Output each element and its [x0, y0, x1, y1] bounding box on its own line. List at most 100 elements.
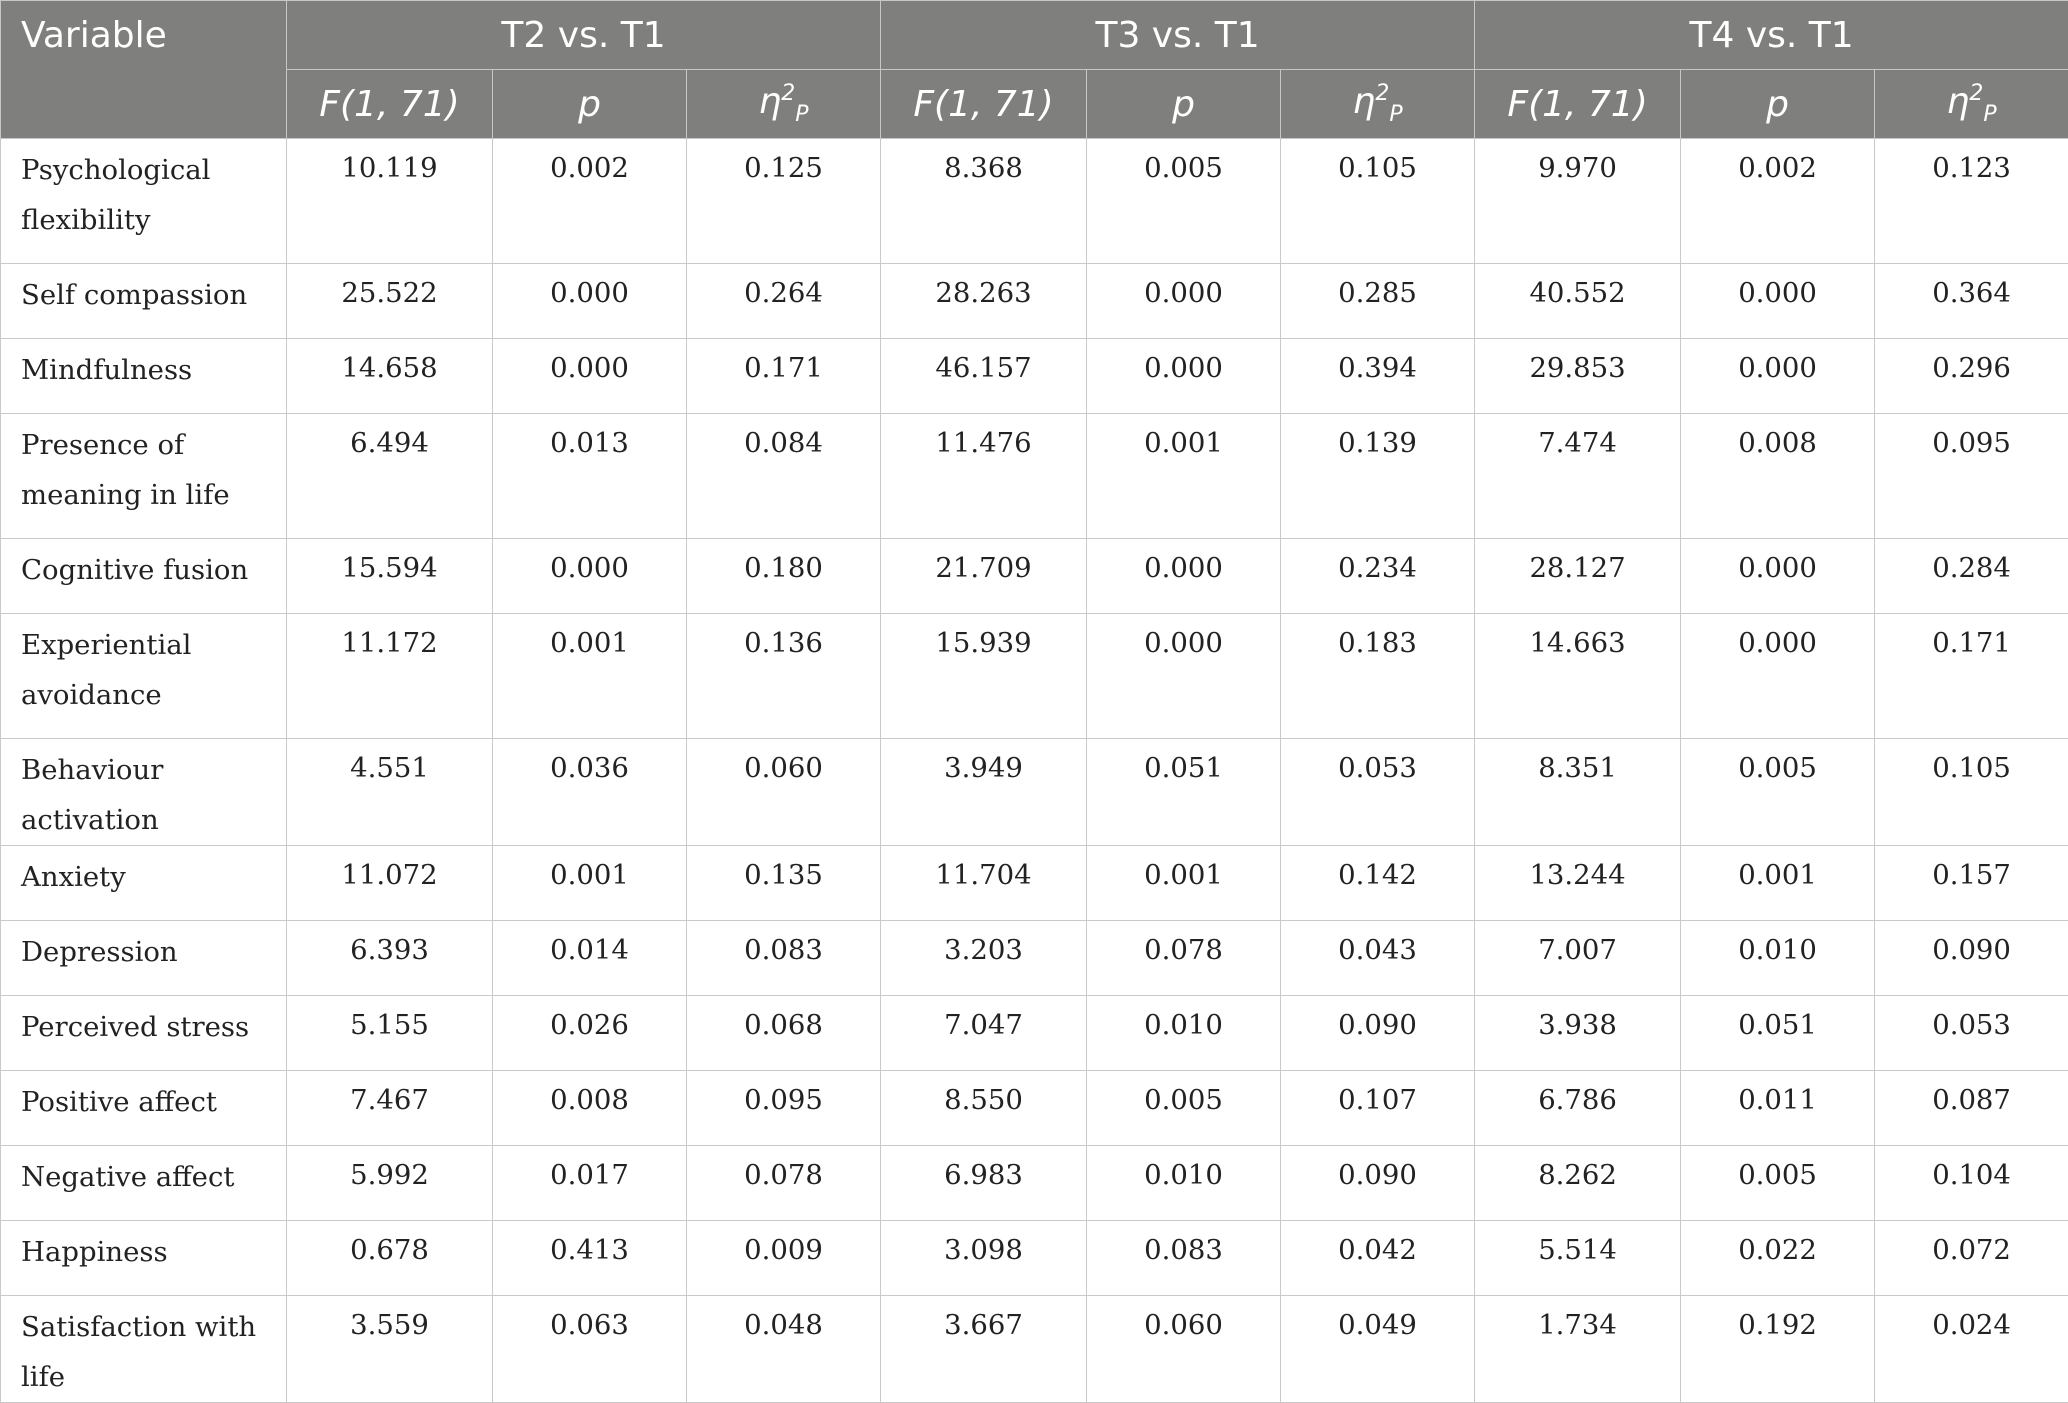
value-cell-p-t4: 0.010 [1681, 921, 1875, 996]
value-cell-eta-t3: 0.053 [1281, 739, 1475, 846]
value-cell-f-t4: 8.262 [1475, 1146, 1681, 1221]
value-cell-f-t2: 10.119 [287, 139, 493, 264]
value-cell-f-t3: 8.550 [881, 1071, 1087, 1146]
eta-superscript: 2 [781, 81, 795, 106]
value-cell-f-t4: 28.127 [1475, 539, 1681, 614]
value-cell-p-t4: 0.022 [1681, 1221, 1875, 1296]
value-cell-f-t2: 6.494 [287, 414, 493, 539]
value-cell-p-t4: 0.008 [1681, 414, 1875, 539]
value-cell-f-t3: 6.983 [881, 1146, 1087, 1221]
variable-cell: Positive affect [1, 1071, 287, 1146]
value-cell-p-t4: 0.000 [1681, 614, 1875, 739]
subheader-p-t2: p [493, 70, 687, 139]
value-cell-eta-t4: 0.072 [1875, 1221, 2068, 1296]
value-cell-f-t3: 11.476 [881, 414, 1087, 539]
variable-cell: Anxiety [1, 846, 287, 921]
value-cell-f-t4: 7.474 [1475, 414, 1681, 539]
value-cell-eta-t3: 0.142 [1281, 846, 1475, 921]
group-header-t4: T4 vs. T1 [1475, 1, 2068, 70]
value-cell-f-t3: 15.939 [881, 614, 1087, 739]
eta-subscript: P [1983, 102, 1996, 127]
value-cell-p-t4: 0.000 [1681, 264, 1875, 339]
variable-cell: Negative affect [1, 1146, 287, 1221]
value-cell-eta-t4: 0.053 [1875, 996, 2068, 1071]
subheader-p-t3: p [1087, 70, 1281, 139]
value-cell-eta-t3: 0.090 [1281, 996, 1475, 1071]
value-cell-f-t4: 5.514 [1475, 1221, 1681, 1296]
value-cell-p-t2: 0.017 [493, 1146, 687, 1221]
value-cell-f-t3: 21.709 [881, 539, 1087, 614]
value-cell-f-t2: 3.559 [287, 1296, 493, 1403]
value-cell-eta-t2: 0.171 [687, 339, 881, 414]
value-cell-p-t4: 0.000 [1681, 339, 1875, 414]
value-cell-f-t3: 46.157 [881, 339, 1087, 414]
value-cell-p-t3: 0.083 [1087, 1221, 1281, 1296]
value-cell-p-t3: 0.060 [1087, 1296, 1281, 1403]
variable-cell: Self compassion [1, 264, 287, 339]
value-cell-p-t2: 0.013 [493, 414, 687, 539]
value-cell-p-t3: 0.005 [1087, 1071, 1281, 1146]
value-cell-eta-t4: 0.123 [1875, 139, 2068, 264]
value-cell-p-t3: 0.010 [1087, 1146, 1281, 1221]
value-cell-p-t2: 0.001 [493, 846, 687, 921]
value-cell-eta-t4: 0.364 [1875, 264, 2068, 339]
value-cell-f-t3: 3.203 [881, 921, 1087, 996]
eta-symbol: η [1352, 81, 1375, 122]
value-cell-p-t3: 0.000 [1087, 339, 1281, 414]
value-cell-p-t4: 0.005 [1681, 1146, 1875, 1221]
value-cell-p-t3: 0.001 [1087, 846, 1281, 921]
value-cell-p-t2: 0.001 [493, 614, 687, 739]
value-cell-eta-t4: 0.087 [1875, 1071, 2068, 1146]
value-cell-f-t3: 11.704 [881, 846, 1087, 921]
value-cell-f-t4: 1.734 [1475, 1296, 1681, 1403]
value-cell-f-t4: 14.663 [1475, 614, 1681, 739]
value-cell-f-t4: 13.244 [1475, 846, 1681, 921]
value-cell-eta-t2: 0.068 [687, 996, 881, 1071]
value-cell-p-t4: 0.011 [1681, 1071, 1875, 1146]
value-cell-f-t2: 25.522 [287, 264, 493, 339]
value-cell-f-t4: 9.970 [1475, 139, 1681, 264]
value-cell-eta-t4: 0.105 [1875, 739, 2068, 846]
value-cell-f-t4: 3.938 [1475, 996, 1681, 1071]
value-cell-eta-t4: 0.024 [1875, 1296, 2068, 1403]
value-cell-p-t2: 0.063 [493, 1296, 687, 1403]
variable-cell: Presence of meaning in life [1, 414, 287, 539]
value-cell-eta-t3: 0.285 [1281, 264, 1475, 339]
value-cell-f-t4: 40.552 [1475, 264, 1681, 339]
value-cell-f-t3: 8.368 [881, 139, 1087, 264]
value-cell-f-t2: 5.155 [287, 996, 493, 1071]
value-cell-p-t2: 0.413 [493, 1221, 687, 1296]
eta-symbol: η [1947, 81, 1970, 122]
value-cell-f-t3: 7.047 [881, 996, 1087, 1071]
value-cell-p-t3: 0.051 [1087, 739, 1281, 846]
value-cell-f-t3: 3.949 [881, 739, 1087, 846]
value-cell-eta-t3: 0.107 [1281, 1071, 1475, 1146]
value-cell-p-t2: 0.036 [493, 739, 687, 846]
value-cell-eta-t2: 0.135 [687, 846, 881, 921]
value-cell-eta-t2: 0.180 [687, 539, 881, 614]
value-cell-p-t3: 0.010 [1087, 996, 1281, 1071]
value-cell-p-t3: 0.000 [1087, 614, 1281, 739]
value-cell-f-t2: 6.393 [287, 921, 493, 996]
value-cell-p-t4: 0.002 [1681, 139, 1875, 264]
eta-subscript: P [1389, 102, 1402, 127]
value-cell-f-t2: 4.551 [287, 739, 493, 846]
value-cell-p-t3: 0.000 [1087, 264, 1281, 339]
value-cell-eta-t3: 0.042 [1281, 1221, 1475, 1296]
value-cell-f-t2: 11.072 [287, 846, 493, 921]
subheader-p-t4: p [1681, 70, 1875, 139]
variable-cell: Behaviour activation [1, 739, 287, 846]
value-cell-f-t3: 3.098 [881, 1221, 1087, 1296]
value-cell-f-t4: 8.351 [1475, 739, 1681, 846]
